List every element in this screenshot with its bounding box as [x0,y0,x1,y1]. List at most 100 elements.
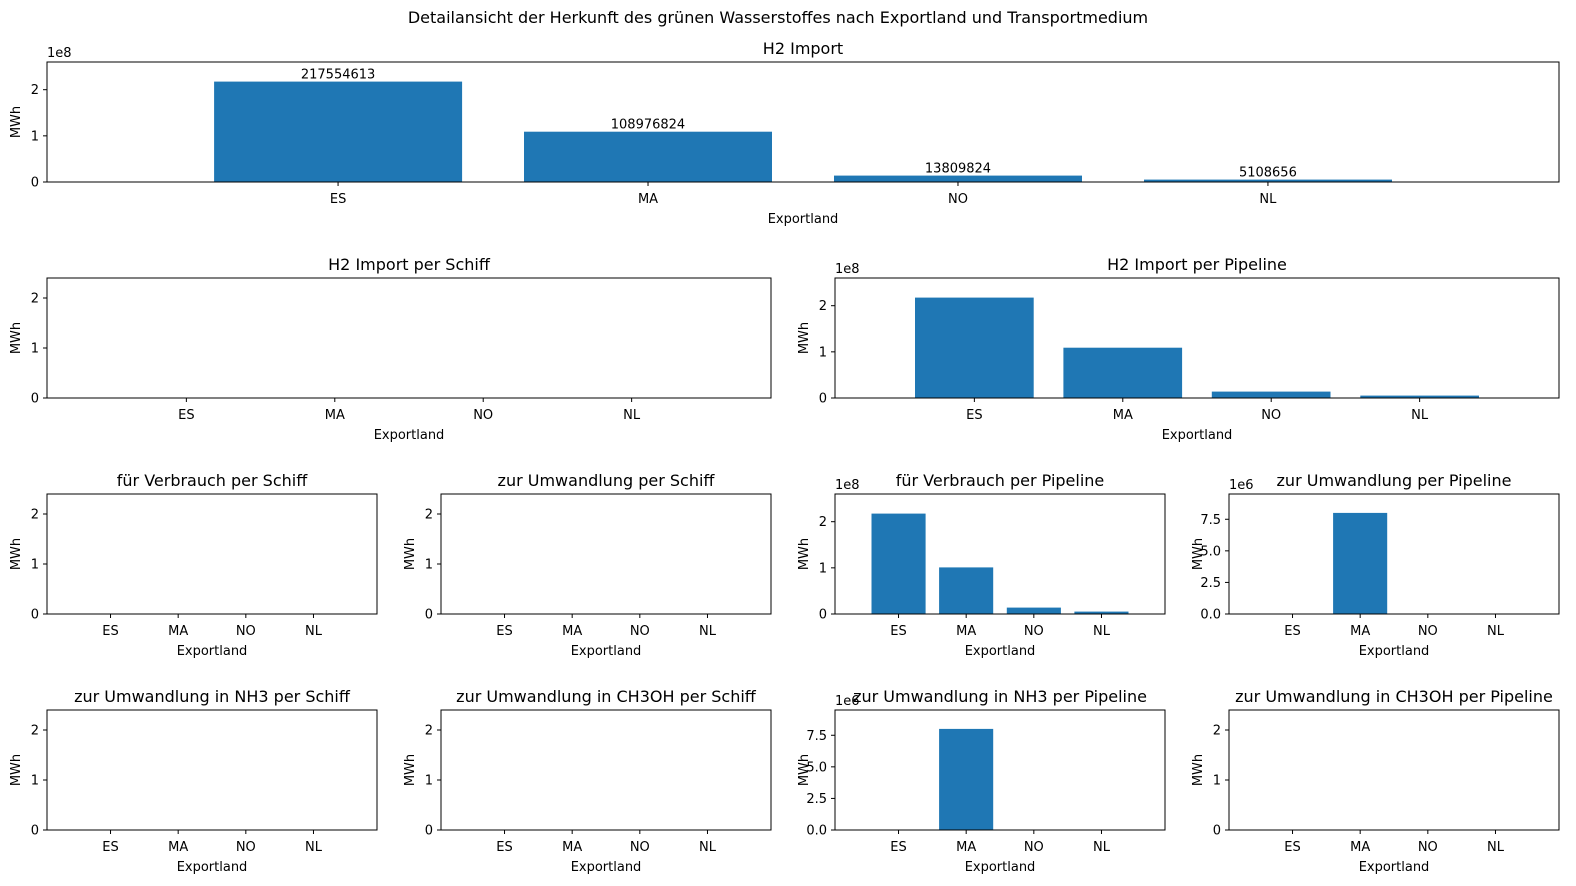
x-tick-label: ES [496,840,512,855]
x-tick-label: NL [699,840,717,855]
y-tick-label: 0.0 [1200,608,1221,623]
x-axis-label: Exportland [374,428,445,443]
bar-es [915,297,1034,398]
chart-panel-7: ES MA NO NL 0 1 2 zur Umwandlung in NH3 per Sch… [9,687,378,875]
y-tick-label: 1 [425,774,433,789]
y-tick-label: 2 [819,515,827,530]
bar-nl [1144,179,1392,182]
figure-suptitle: Detailansicht der Herkunft des grünen Wa… [408,8,1148,27]
y-tick-label: 2.5 [1200,576,1221,591]
y-tick-label: 2 [31,83,39,98]
chart-panel-0: 217554613 108976824 13809824 5108656 ES MA NO N… [9,39,1560,227]
axes-frame [1228,709,1560,831]
bar-nl [1360,395,1479,398]
chart-title: H2 Import per Schiff [328,255,491,274]
x-axis-label: Exportland [1359,644,1430,659]
axes-frame [46,709,378,831]
y-tick-label: 2 [31,508,39,523]
x-axis-label: Exportland [177,860,248,875]
axes-frame [440,709,772,831]
y-tick-label: 0 [819,392,827,407]
x-tick-label: MA [168,624,188,639]
chart-panel-8: ES MA NO NL 0 1 2 zur Umwandlung in CH3OH per S… [403,687,772,875]
y-axis-label: MWh [797,538,812,570]
y-tick-label: 0 [425,608,433,623]
chart-panel-3: ES MA NO NL 0 1 2 für Verbrauch per Schiff Expor… [9,471,378,659]
bar-es [871,513,926,614]
x-tick-label: MA [562,840,582,855]
chart-title: zur Umwandlung in CH3OH per Schiff [456,687,757,706]
x-tick-label: ES [330,192,346,207]
y-tick-label: 1 [1213,774,1221,789]
y-tick-label: 1 [31,558,39,573]
y-tick-label: 0 [31,176,39,191]
y-tick-label: 2 [1213,724,1221,739]
y-tick-label: 1 [425,558,433,573]
x-axis-label: Exportland [177,644,248,659]
x-tick-label: NO [948,192,968,207]
x-tick-label: MA [1113,408,1133,423]
y-tick-label: 2 [31,292,39,307]
x-axis-label: Exportland [571,644,642,659]
x-tick-label: NL [1093,624,1111,639]
y-axis-label: MWh [403,538,418,570]
chart-title: für Verbrauch per Pipeline [896,471,1105,490]
chart-title: zur Umwandlung in NH3 per Pipeline [853,687,1147,706]
bar-es [214,81,463,182]
data-label: 13809824 [925,162,991,177]
y-axis-label: MWh [797,322,812,354]
x-tick-label: NL [623,408,641,423]
x-axis-label: Exportland [965,860,1036,875]
chart-panel-4: ES MA NO NL 0 1 2 zur Umwandlung per Schiff Expo… [403,471,772,659]
axes-frame [46,277,772,399]
bar-ma [1333,512,1388,614]
y-tick-label: 0 [819,608,827,623]
y-tick-label: 2 [31,724,39,739]
axes-frame [46,493,378,615]
y-offset-label: 1e8 [47,46,72,61]
x-tick-label: MA [562,624,582,639]
chart-panel-10: ES MA NO NL 0 1 2 zur Umwandlung in CH3OH per P… [1191,687,1560,875]
y-tick-label: 0 [31,608,39,623]
chart-panel-2: ES MA NO NL 0 1 2 1e8 H2 Import per Pipeline Expo… [797,255,1560,443]
x-tick-label: NL [1487,624,1505,639]
y-axis-label: MWh [403,754,418,786]
y-tick-label: 7.5 [1200,513,1221,528]
y-tick-label: 5.0 [1200,544,1221,559]
x-tick-label: NO [1024,840,1044,855]
y-tick-label: 1 [31,342,39,357]
x-tick-label: NO [473,408,493,423]
x-tick-label: ES [496,624,512,639]
chart-panel-1: ES MA NO NL 0 1 2 H2 Import per Schiff Exportlan… [9,255,772,443]
x-axis-label: Exportland [1162,428,1233,443]
y-axis-label: MWh [1191,538,1206,570]
axes-frame [46,61,1560,183]
x-axis-label: Exportland [965,644,1036,659]
y-tick-label: 2 [819,299,827,314]
y-tick-label: 2 [425,508,433,523]
x-tick-label: NO [630,840,650,855]
x-tick-label: MA [956,624,976,639]
chart-panel-5: ES MA NO NL 0 1 2 1e8 für Verbrauch per Pipeline… [797,471,1166,659]
bar-ma [524,131,772,182]
y-tick-label: 1 [819,345,827,360]
x-tick-label: MA [325,408,345,423]
x-tick-label: ES [102,624,118,639]
data-label: 217554613 [301,68,375,83]
x-axis-label: Exportland [571,860,642,875]
x-tick-label: NO [1261,408,1281,423]
bar-ma [939,728,994,830]
y-tick-label: 0 [31,824,39,839]
y-tick-label: 5.0 [806,760,827,775]
x-tick-label: NO [630,624,650,639]
y-tick-label: 0 [425,824,433,839]
data-label: 5108656 [1239,166,1297,181]
bar-ma [939,567,994,614]
y-axis-label: MWh [1191,754,1206,786]
y-tick-label: 0 [31,392,39,407]
y-axis-label: MWh [9,754,24,786]
y-tick-label: 1 [31,774,39,789]
y-tick-label: 2.5 [806,792,827,807]
y-tick-label: 0.0 [806,824,827,839]
y-tick-label: 7.5 [806,729,827,744]
